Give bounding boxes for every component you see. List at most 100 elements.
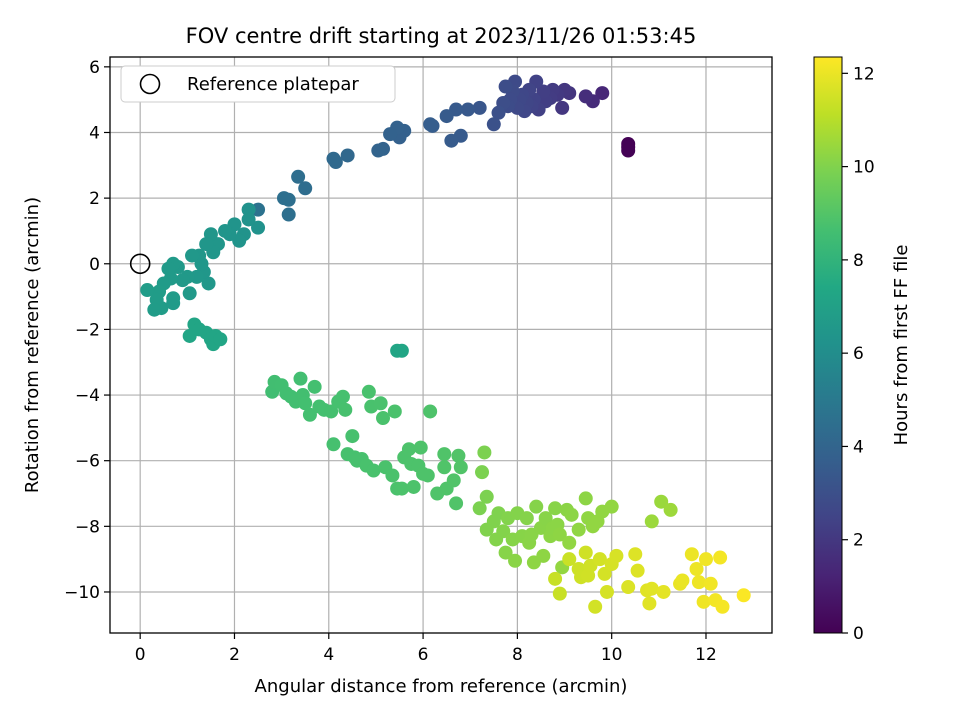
- x-tick-label: 0: [135, 645, 146, 665]
- data-point: [498, 545, 513, 560]
- colorbar-tick-label: 10: [853, 158, 875, 178]
- data-point: [472, 100, 487, 115]
- data-point: [413, 440, 428, 455]
- data-point: [241, 202, 256, 217]
- data-point: [536, 84, 551, 99]
- data-point: [552, 527, 567, 542]
- data-point: [562, 535, 577, 550]
- y-tick-label: −8: [75, 517, 100, 537]
- data-point: [460, 102, 475, 117]
- data-point: [548, 571, 563, 586]
- data-point: [491, 105, 506, 120]
- data-points: [140, 74, 751, 614]
- data-point: [307, 379, 322, 394]
- data-point: [713, 550, 728, 565]
- data-point: [324, 404, 339, 419]
- data-point: [394, 481, 409, 496]
- data-point: [684, 547, 699, 562]
- data-point: [472, 501, 487, 516]
- y-tick-label: 0: [89, 255, 100, 275]
- data-point: [437, 460, 452, 475]
- colorbar-label: Hours from first FF file: [891, 245, 912, 446]
- data-point: [578, 89, 593, 104]
- data-point: [644, 581, 659, 596]
- data-point: [715, 599, 730, 614]
- data-point: [182, 286, 197, 301]
- colorbar-tick-label: 0: [853, 624, 864, 644]
- data-point: [298, 181, 313, 196]
- data-point: [423, 404, 438, 419]
- data-point: [628, 547, 643, 562]
- data-point: [166, 291, 181, 306]
- data-point: [371, 143, 386, 158]
- data-point: [689, 562, 704, 576]
- colorbar-tick-label: 2: [853, 531, 864, 551]
- data-point: [644, 514, 659, 529]
- y-tick-label: −4: [75, 386, 100, 406]
- data-point: [140, 283, 155, 298]
- data-point: [326, 151, 341, 166]
- data-point: [696, 594, 711, 609]
- data-point: [604, 499, 619, 514]
- legend-box: [120, 65, 396, 103]
- data-point: [423, 117, 438, 132]
- plot-frame: [109, 56, 773, 634]
- chart-title: FOV centre drift starting at 2023/11/26 …: [186, 24, 697, 48]
- legend: Reference platepar: [120, 65, 396, 103]
- colorbar-tick-label: 4: [853, 437, 864, 457]
- data-point: [444, 133, 459, 148]
- data-point: [361, 384, 376, 399]
- colorbar: [813, 56, 843, 634]
- data-point: [736, 588, 751, 603]
- colorbar-tick-label: 12: [853, 64, 875, 84]
- data-point: [578, 545, 593, 560]
- data-point: [453, 460, 468, 475]
- data-point: [401, 442, 416, 457]
- data-point: [387, 404, 402, 419]
- legend-marker: [139, 73, 161, 95]
- data-point: [675, 573, 690, 588]
- reference-point: [129, 253, 151, 275]
- data-point: [564, 507, 579, 522]
- data-point: [571, 522, 586, 537]
- data-point: [345, 429, 360, 444]
- data-point: [642, 596, 657, 611]
- y-axis-ticks: −10 −8 −6 −4 −2 0 2 4 6: [64, 58, 110, 603]
- data-point: [175, 273, 190, 288]
- data-point: [335, 389, 350, 404]
- data-point: [147, 302, 162, 317]
- data-point: [562, 552, 577, 567]
- x-axis-label: Angular distance from reference (arcmin): [255, 676, 628, 697]
- x-tick-label: 6: [418, 645, 429, 665]
- data-point: [592, 552, 607, 567]
- data-point: [597, 566, 612, 581]
- data-point: [536, 548, 551, 563]
- colorbar-tick-label: 6: [853, 344, 864, 364]
- data-point: [698, 552, 713, 567]
- data-point: [449, 496, 464, 511]
- data-point: [326, 437, 341, 452]
- y-tick-label: 4: [89, 123, 100, 143]
- x-tick-label: 8: [512, 645, 523, 665]
- data-point: [439, 109, 454, 124]
- x-tick-label: 4: [323, 645, 334, 665]
- data-point: [293, 371, 308, 386]
- data-point: [578, 491, 593, 506]
- data-point: [630, 563, 645, 578]
- data-point: [538, 511, 553, 526]
- data-point: [241, 212, 256, 227]
- data-point: [251, 220, 266, 235]
- data-point: [383, 127, 398, 142]
- y-tick-label: 2: [89, 189, 100, 209]
- y-tick-label: −10: [64, 583, 100, 603]
- reference-marker: [129, 253, 151, 275]
- data-point: [218, 223, 233, 238]
- data-point: [703, 576, 718, 591]
- data-point: [599, 584, 614, 599]
- data-point: [385, 468, 400, 483]
- data-point: [446, 473, 461, 488]
- y-axis-label: Rotation from reference (arcmin): [22, 197, 43, 493]
- y-tick-label: 6: [89, 58, 100, 78]
- data-point: [376, 411, 391, 426]
- data-point: [199, 237, 214, 252]
